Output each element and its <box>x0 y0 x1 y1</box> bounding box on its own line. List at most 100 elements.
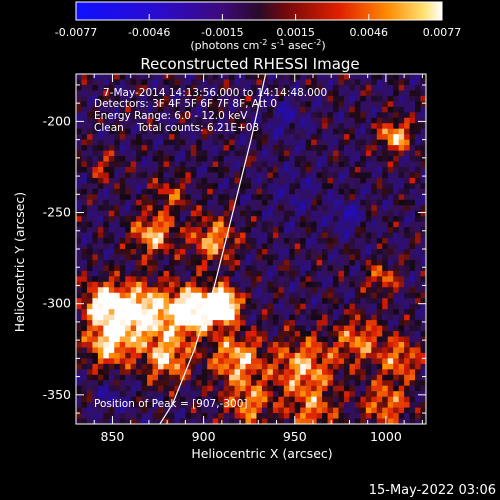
heatmap-cell <box>108 139 115 146</box>
heatmap-cell <box>147 188 154 195</box>
heatmap-cell <box>92 402 99 409</box>
heatmap-cell <box>229 259 236 267</box>
heatmap-cell <box>147 177 154 184</box>
heatmap-cell <box>97 227 104 234</box>
heatmap-cell <box>300 123 307 130</box>
heatmap-cell <box>86 90 94 97</box>
heatmap-cell <box>185 188 192 195</box>
heatmap-cell <box>97 123 104 130</box>
heatmap-cell <box>240 391 247 398</box>
heatmap-cell <box>305 276 312 283</box>
heatmap-cell <box>163 210 170 217</box>
heatmap-cell <box>251 309 258 316</box>
heatmap-cell <box>349 374 356 381</box>
heatmap-cell <box>141 232 148 239</box>
heatmap-cell <box>212 259 219 267</box>
heatmap-cell <box>272 205 279 212</box>
heatmap-cell <box>190 298 197 305</box>
heatmap-cell <box>174 101 181 108</box>
heatmap-cell <box>420 369 426 376</box>
heatmap-cell <box>147 128 154 135</box>
heatmap-cell <box>316 188 323 195</box>
heatmap-cell <box>201 128 208 135</box>
heatmap-cell <box>114 123 121 130</box>
heatmap-cell <box>141 413 148 420</box>
heatmap-cell <box>92 183 99 190</box>
heatmap-cell <box>119 352 126 359</box>
heatmap-cell <box>354 101 361 108</box>
heatmap-cell <box>311 309 318 316</box>
heatmap-cell <box>300 161 307 168</box>
heatmap-cell <box>371 134 378 141</box>
heatmap-cell <box>125 347 132 354</box>
heatmap-cell <box>300 249 307 256</box>
heatmap-cell <box>147 325 154 332</box>
heatmap-cell <box>398 331 405 338</box>
heatmap-cell <box>261 309 269 316</box>
heatmap-cell <box>294 391 301 398</box>
heatmap-cell <box>218 418 225 424</box>
heatmap-cell <box>86 194 94 201</box>
heatmap-cell <box>404 358 411 365</box>
heatmap-cell <box>272 254 279 261</box>
heatmap-cell <box>338 112 345 119</box>
heatmap-cell <box>141 112 148 119</box>
heatmap-cell <box>103 84 110 92</box>
heatmap-cell <box>119 363 126 370</box>
heatmap-cell <box>201 188 208 195</box>
heatmap-cell <box>382 254 389 261</box>
heatmap-cell <box>283 325 290 332</box>
heatmap-cell <box>245 265 252 272</box>
heatmap-cell <box>76 221 83 228</box>
heatmap-cell <box>130 298 137 305</box>
heatmap-cell <box>141 249 148 256</box>
heatmap-cell <box>256 292 263 299</box>
heatmap-cell <box>207 145 214 152</box>
heatmap-cell <box>294 183 301 190</box>
heatmap-cell <box>234 249 241 256</box>
heatmap-cell <box>108 194 115 201</box>
heatmap-cell <box>97 270 104 277</box>
heatmap-cell <box>289 292 296 299</box>
heatmap-cell <box>114 117 121 124</box>
heatmap-cell <box>168 341 176 349</box>
heatmap-cell <box>409 101 416 108</box>
heatmap-cell <box>316 309 323 316</box>
heatmap-cell <box>311 341 318 349</box>
heatmap-cell <box>163 391 170 398</box>
heatmap-cell <box>103 74 110 81</box>
heatmap-cell <box>311 265 318 272</box>
heatmap-cell <box>267 101 274 108</box>
heatmap-cell <box>174 402 181 409</box>
heatmap-cell <box>272 418 279 424</box>
heatmap-cell <box>267 183 274 190</box>
heatmap-cell <box>387 303 394 310</box>
heatmap-cell <box>382 123 389 130</box>
heatmap-cell <box>343 150 351 157</box>
heatmap-cell <box>272 84 279 92</box>
heatmap-cell <box>382 95 389 102</box>
heatmap-cell <box>152 128 159 135</box>
heatmap-cell <box>245 177 252 184</box>
heatmap-cell <box>114 380 121 387</box>
heatmap-cell <box>234 363 241 370</box>
heatmap-cell <box>376 183 383 190</box>
heatmap-cell <box>218 227 225 234</box>
heatmap-cell <box>223 391 230 398</box>
heatmap-cell <box>311 145 318 152</box>
heatmap-cell <box>76 117 83 124</box>
heatmap-cell <box>218 238 225 245</box>
heatmap-cell <box>409 418 416 424</box>
heatmap-cell <box>327 374 334 381</box>
heatmap-cell <box>256 210 263 217</box>
heatmap-cell <box>185 145 192 152</box>
heatmap-cell <box>349 270 356 277</box>
heatmap-cell <box>103 292 110 299</box>
heatmap-cell <box>190 216 197 223</box>
heatmap-cell <box>338 380 345 387</box>
heatmap-cell <box>223 79 230 86</box>
heatmap-cell <box>261 177 269 184</box>
heatmap-cell <box>81 303 88 310</box>
heatmap-cell <box>168 287 176 294</box>
heatmap-cell <box>343 106 351 113</box>
